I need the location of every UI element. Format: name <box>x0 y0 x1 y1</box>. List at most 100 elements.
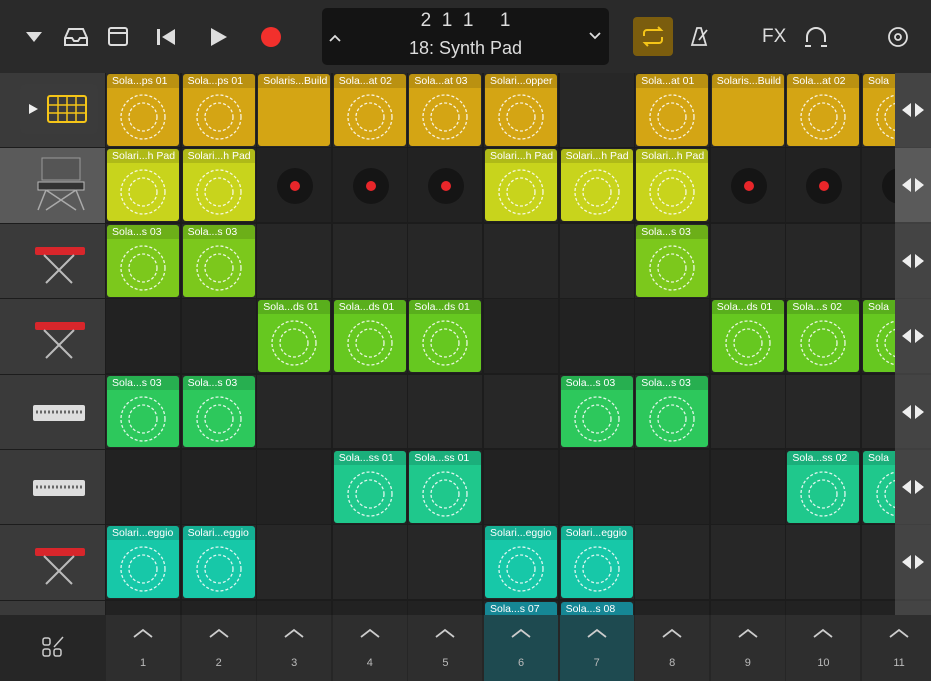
track-header[interactable] <box>0 148 105 223</box>
record-slot[interactable] <box>806 168 843 205</box>
cell-slot[interactable] <box>559 299 634 374</box>
row-trigger[interactable] <box>895 223 931 298</box>
cell-slot[interactable] <box>710 374 785 449</box>
loop-cell[interactable]: Solari...h Pad <box>485 149 558 222</box>
cell-slot[interactable] <box>786 223 861 298</box>
loop-cell[interactable]: Solari...eggio <box>107 526 180 599</box>
row-trigger[interactable] <box>895 374 931 449</box>
cell-slot[interactable] <box>484 450 559 524</box>
record-slot[interactable] <box>277 168 313 205</box>
cell-slot[interactable] <box>710 600 785 615</box>
cell-slot[interactable] <box>484 374 559 449</box>
loop-cell[interactable]: Sola...s 07 <box>485 601 558 615</box>
column-trigger[interactable]: 3 <box>257 615 332 681</box>
column-trigger[interactable]: 8 <box>635 615 710 681</box>
settings-button[interactable] <box>888 27 908 47</box>
metronome-button[interactable] <box>690 27 708 46</box>
cell-slot[interactable] <box>257 525 332 600</box>
rewind-button[interactable] <box>157 29 175 45</box>
cell-slot[interactable] <box>559 450 634 524</box>
column-trigger[interactable]: 5 <box>408 615 483 681</box>
cell-slot[interactable] <box>408 223 483 298</box>
loop-cell[interactable]: Solari...eggio <box>560 526 633 599</box>
loop-cell[interactable]: Sola...ps 01 <box>107 74 180 146</box>
cell-slot[interactable] <box>786 525 861 600</box>
cell-slot[interactable] <box>408 600 483 615</box>
cell-slot[interactable] <box>559 73 634 147</box>
cell-slot[interactable] <box>484 299 559 374</box>
menu-button[interactable] <box>26 32 42 42</box>
loop-cell[interactable]: Solaris...Build <box>711 74 784 146</box>
cell-slot[interactable] <box>786 600 861 615</box>
headphones-button[interactable] <box>805 27 827 47</box>
loop-cell[interactable]: Sola...s 08 <box>560 601 633 615</box>
loop-cell[interactable]: Sola...s 02 <box>787 300 860 373</box>
loop-cell[interactable]: Solari...h Pad <box>107 149 180 222</box>
cell-slot[interactable] <box>332 223 407 298</box>
row-trigger[interactable] <box>895 299 931 374</box>
loop-cell[interactable]: Solari...h Pad <box>560 149 633 222</box>
cell-slot[interactable] <box>710 450 785 524</box>
column-trigger[interactable]: 4 <box>332 615 407 681</box>
column-trigger[interactable]: 9 <box>710 615 785 681</box>
record-button[interactable] <box>261 27 281 47</box>
track-header[interactable] <box>0 299 105 374</box>
loop-cell[interactable]: Sola...ds 01 <box>333 300 406 373</box>
loop-cell[interactable]: Solari...eggio <box>182 526 255 599</box>
loop-cell[interactable]: Solari...opper <box>485 74 558 146</box>
cell-slot[interactable] <box>106 450 181 524</box>
cell-slot[interactable] <box>181 600 256 615</box>
loop-cell[interactable]: Sola...ds 01 <box>711 300 784 373</box>
loop-cell[interactable]: Sola...ps 01 <box>182 74 255 146</box>
track-header[interactable] <box>0 525 105 600</box>
loop-cell[interactable]: Sola...s 03 <box>636 375 709 448</box>
cell-slot[interactable] <box>710 223 785 298</box>
loop-cell[interactable]: Sola...s 03 <box>182 224 255 297</box>
cell-slot[interactable] <box>257 223 332 298</box>
track-header[interactable] <box>0 450 105 525</box>
loop-cell[interactable]: Sola...s 03 <box>107 375 180 448</box>
loop-cell[interactable]: Sola...s 03 <box>182 375 255 448</box>
loop-cell[interactable]: Solaris...Build <box>258 74 331 146</box>
column-trigger[interactable]: 11 <box>862 615 931 681</box>
cell-slot[interactable] <box>332 374 407 449</box>
loop-cell[interactable]: Sola...at 03 <box>409 74 482 146</box>
lcd-display[interactable] <box>322 8 609 65</box>
cell-slot[interactable] <box>106 600 181 615</box>
cell-slot[interactable] <box>710 525 785 600</box>
patch-name[interactable]: 18: Synth Pad <box>408 38 523 58</box>
track-header[interactable] <box>0 223 105 299</box>
cell-slot[interactable] <box>559 223 634 298</box>
row-trigger[interactable] <box>895 525 931 600</box>
fx-button[interactable]: FX <box>762 26 787 47</box>
loop-cell[interactable]: Sola...at 02 <box>787 74 860 146</box>
column-trigger[interactable]: 2 <box>181 615 256 681</box>
library-button[interactable] <box>64 28 88 46</box>
cell-slot[interactable] <box>332 600 407 615</box>
record-slot[interactable] <box>352 168 389 205</box>
cell-slot[interactable] <box>181 450 256 524</box>
patch-down[interactable] <box>589 32 601 40</box>
track-header[interactable] <box>0 374 105 449</box>
cell-slot[interactable] <box>106 299 181 374</box>
cell-slot[interactable] <box>257 450 332 524</box>
loop-cell[interactable]: Sola...at 01 <box>636 74 709 146</box>
row-trigger[interactable] <box>895 450 931 524</box>
record-slot[interactable] <box>428 168 465 205</box>
loop-cell[interactable]: Sola...ss 01 <box>333 451 406 523</box>
loop-cell[interactable]: Sola...at 02 <box>333 74 406 146</box>
loop-cell[interactable]: Sola...ss 01 <box>409 451 482 523</box>
cell-slot[interactable] <box>257 600 332 615</box>
cell-slot[interactable] <box>408 374 483 449</box>
loop-cell[interactable]: Sola...s 03 <box>107 224 180 297</box>
row-trigger[interactable] <box>895 600 931 615</box>
cell-slot[interactable] <box>332 525 407 600</box>
loop-cell[interactable]: Solari...eggio <box>485 526 558 599</box>
view-button[interactable] <box>108 27 128 46</box>
column-trigger[interactable]: 10 <box>786 615 861 681</box>
row-trigger[interactable] <box>895 148 931 223</box>
loop-button[interactable] <box>633 17 673 56</box>
row-trigger[interactable] <box>895 73 931 147</box>
cell-slot[interactable] <box>181 299 256 374</box>
patch-up[interactable] <box>329 34 341 42</box>
